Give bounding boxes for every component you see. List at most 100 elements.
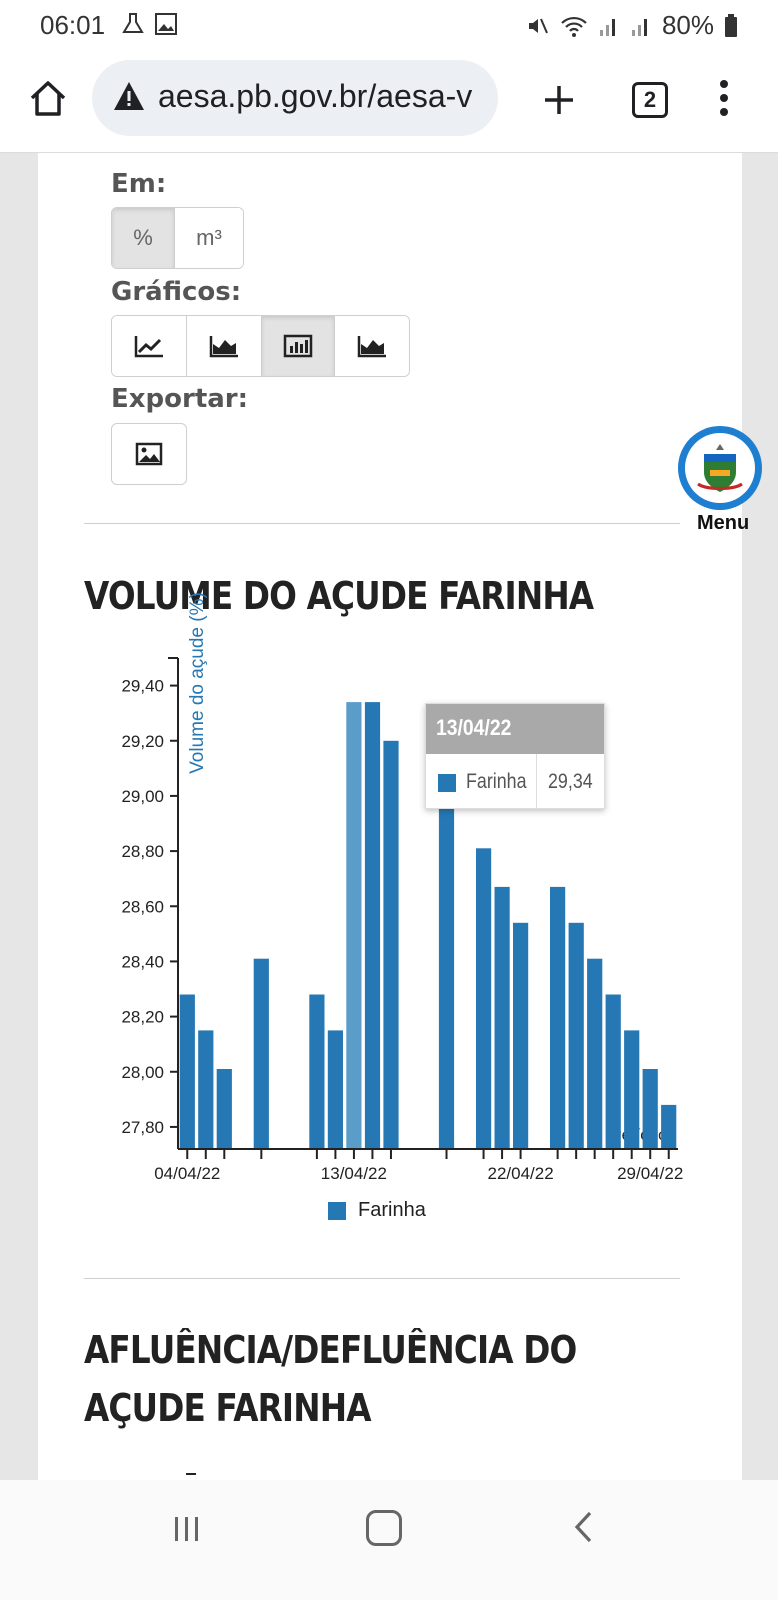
warning-icon — [114, 82, 144, 110]
y-tick-label: 29,20 — [121, 732, 164, 751]
charts-label: Gráficos: — [111, 277, 242, 307]
plus-icon — [545, 86, 573, 114]
section-title-volume: VOLUME DO AÇUDE FARINHA — [84, 574, 594, 618]
unit-percent-button[interactable]: % — [112, 208, 175, 268]
area-chart-icon — [209, 336, 238, 358]
back-icon[interactable] — [572, 1510, 596, 1544]
signal-icon — [599, 18, 615, 36]
menu-label: Menu — [697, 512, 750, 534]
chart-type-toggle — [111, 315, 410, 377]
area-chart-icon — [357, 336, 386, 358]
page-content: Em: % m³ Gráficos: Exportar: VOLUME DO A… — [38, 153, 742, 1510]
browser-toolbar: aesa.pb.gov.br/aesa-v 2 — [0, 52, 778, 153]
next-chart-axis-stub — [186, 1473, 196, 1475]
chart-bar[interactable] — [605, 994, 621, 1150]
chart-bar[interactable] — [309, 994, 325, 1150]
bar-chart-icon — [283, 334, 313, 358]
image-icon — [135, 442, 163, 466]
chart-bar[interactable] — [346, 702, 362, 1149]
chart-bar[interactable] — [383, 740, 399, 1149]
export-image-button[interactable] — [111, 423, 187, 485]
android-nav-bar — [0, 1480, 778, 1600]
area-chart-button[interactable] — [187, 316, 262, 376]
y-tick-label: 28,40 — [121, 952, 164, 971]
chart-bar[interactable] — [198, 1030, 214, 1149]
chart-bar[interactable] — [216, 1069, 232, 1149]
y-tick-label: 28,60 — [121, 897, 164, 916]
chart-bar[interactable] — [661, 1104, 677, 1149]
menu-inner — [685, 433, 755, 503]
chart-tooltip: 13/04/22 Farinha 29,34 — [425, 703, 605, 809]
url-bar[interactable]: aesa.pb.gov.br/aesa-v — [92, 60, 498, 136]
tooltip-series: Farinha — [466, 770, 527, 793]
battery-percent: 80% — [661, 10, 714, 40]
x-tick-label: 04/04/22 — [154, 1164, 220, 1183]
legend-label: Farinha — [358, 1199, 426, 1221]
more-icon-dot — [720, 108, 728, 116]
tooltip-swatch — [438, 774, 456, 792]
unit-label: Em: — [111, 169, 167, 199]
signal-icon — [631, 18, 647, 36]
chart-bar[interactable] — [327, 1030, 343, 1149]
y-tick-label: 29,00 — [121, 787, 164, 806]
chart-bar[interactable] — [476, 848, 492, 1149]
y-tick-label: 28,80 — [121, 842, 164, 861]
recents-icon[interactable] — [172, 1514, 202, 1544]
unit-m3-button[interactable]: m³ — [175, 208, 243, 268]
new-tab-button[interactable] — [537, 78, 581, 122]
more-icon — [720, 80, 728, 88]
chart-bar[interactable] — [364, 702, 381, 1149]
y-tick-label: 28,00 — [121, 1063, 164, 1082]
chart-bar[interactable] — [253, 958, 269, 1149]
mute-icon — [528, 18, 548, 33]
chart-bar[interactable] — [642, 1069, 658, 1149]
legend-swatch — [328, 1201, 346, 1220]
stacked-area-chart-button[interactable] — [335, 316, 409, 376]
state-coat-of-arms-icon — [697, 444, 743, 492]
divider — [84, 523, 680, 524]
export-label: Exportar: — [111, 384, 249, 414]
menu-circle — [678, 426, 762, 510]
unit-toggle: % m³ — [111, 207, 244, 269]
chart-bar[interactable] — [587, 958, 603, 1149]
section-title-afluencia: AFLUÊNCIA/DEFLUÊNCIA DO — [84, 1328, 577, 1372]
volume-chart: Volume do açude (%) Período 27,8028,0028… — [121, 592, 683, 1183]
gallery-icon — [155, 13, 177, 35]
cleaner-icon — [122, 13, 144, 33]
chart-bar[interactable] — [438, 776, 455, 1149]
chart-bar[interactable] — [550, 886, 566, 1149]
wifi-icon — [561, 16, 587, 37]
divider — [84, 1278, 680, 1279]
status-time: 06:01 — [40, 10, 106, 40]
x-tick-label: 13/04/22 — [321, 1164, 387, 1183]
chart-bar[interactable] — [513, 922, 529, 1149]
bar-chart-button[interactable] — [262, 316, 335, 376]
more-icon-dot — [720, 94, 728, 102]
y-tick-label: 28,20 — [121, 1008, 164, 1027]
section-title-afluencia-line2: AÇUDE FARINHA — [84, 1386, 372, 1430]
status-bar: 06:01 80% — [0, 0, 778, 52]
chart-bar[interactable] — [179, 994, 195, 1150]
chart-bar[interactable] — [494, 886, 510, 1149]
chart-bar[interactable] — [624, 1030, 640, 1149]
floating-menu-button[interactable]: Menu — [678, 426, 778, 536]
tooltip-date: 13/04/22 — [436, 715, 512, 740]
nav-home-icon[interactable] — [366, 1510, 402, 1546]
line-chart-button[interactable] — [112, 316, 187, 376]
y-tick-label: 29,40 — [121, 677, 164, 696]
x-tick-label: 22/04/22 — [488, 1164, 554, 1183]
y-axis-label: Volume do açude (%) — [187, 592, 208, 774]
tooltip-header — [426, 704, 604, 754]
battery-icon — [725, 13, 737, 37]
x-tick-label: 29/04/22 — [617, 1164, 683, 1183]
tooltip-divider — [536, 754, 537, 808]
url-text: aesa.pb.gov.br/aesa-v — [158, 78, 473, 114]
chart-legend: Farinha — [328, 1199, 426, 1222]
status-notification-icons — [122, 12, 178, 38]
more-menu-button[interactable] — [718, 80, 730, 124]
status-right: 80% — [526, 10, 738, 41]
line-chart-icon — [134, 336, 163, 358]
chart-bar[interactable] — [568, 922, 584, 1149]
tab-switcher-button[interactable]: 2 — [632, 82, 668, 118]
home-button[interactable] — [26, 76, 70, 124]
